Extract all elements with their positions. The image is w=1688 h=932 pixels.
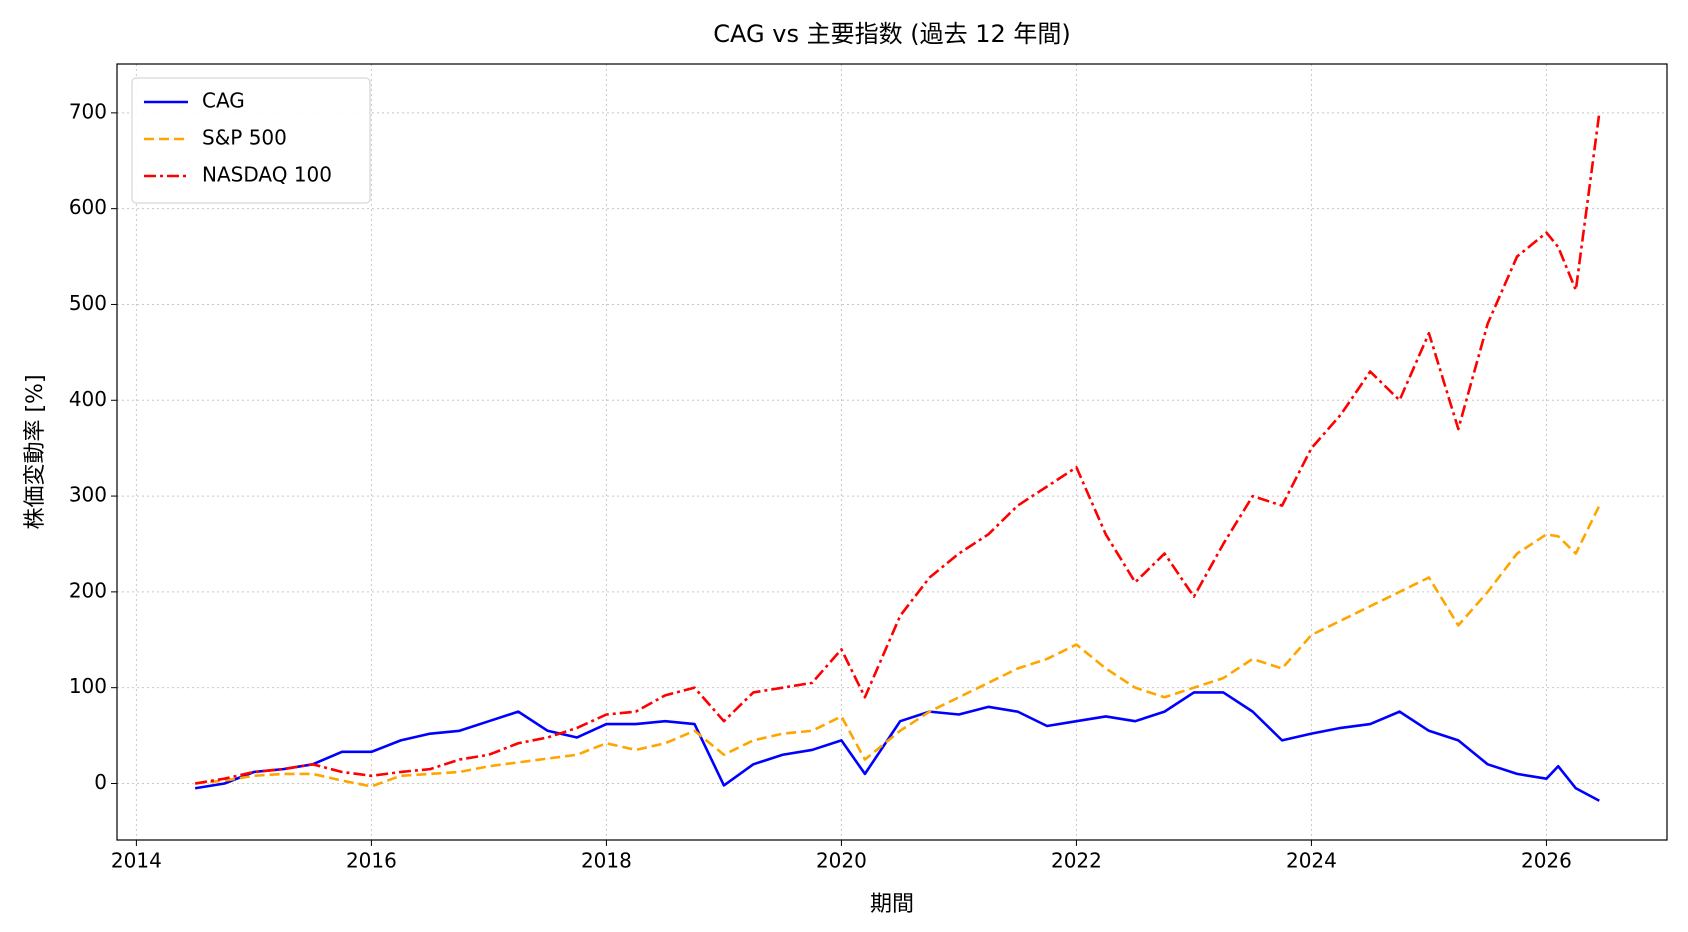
data-line	[194, 691, 1600, 802]
y-tick-label: 100	[69, 674, 107, 698]
legend-label: NASDAQ 100	[202, 163, 332, 187]
legend-label: CAG	[202, 89, 245, 113]
x-tick-label: 2016	[346, 849, 397, 873]
x-tick-label: 2018	[581, 849, 632, 873]
y-tick-label: 300	[69, 483, 107, 507]
y-tick-label: 400	[69, 387, 107, 411]
y-axis-label: 株価変動率 [%]	[23, 374, 48, 529]
y-tick-label: 500	[69, 291, 107, 315]
x-tick-label: 2024	[1286, 849, 1337, 873]
axes-frame	[116, 63, 1668, 841]
x-tick-label: 2022	[1051, 849, 1102, 873]
data-line	[195, 505, 1601, 788]
chart-title: CAG vs 主要指数 (過去 12 年間)	[713, 20, 1070, 48]
y-tick-label: 700	[69, 99, 107, 123]
plot-area: 0 100 200 300 400 500 600 700 2014 2016 2018 2020 20…	[69, 64, 1667, 873]
x-axis-label: 期間	[870, 892, 914, 917]
y-tick-label: 200	[69, 578, 107, 602]
legend-label: S&P 500	[202, 126, 287, 150]
y-tick-label: 0	[94, 770, 107, 794]
legend-box	[131, 77, 371, 204]
y-tick-label: 600	[69, 195, 107, 219]
x-tick-label: 2020	[816, 849, 867, 873]
x-tick-label: 2026	[1521, 849, 1572, 873]
x-tick-label: 2014	[111, 849, 162, 873]
